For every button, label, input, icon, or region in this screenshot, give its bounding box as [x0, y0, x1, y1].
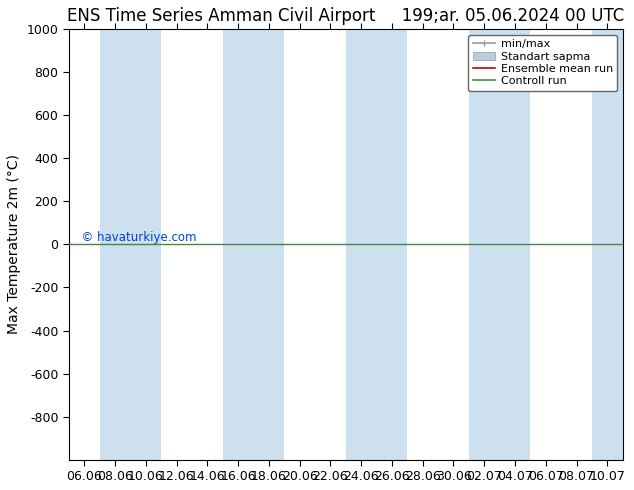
Title: ENS Time Series Amman Civil Airport     199;ar. 05.06.2024 00 UTC: ENS Time Series Amman Civil Airport 199;…: [67, 7, 624, 25]
Legend: min/max, Standart sapma, Ensemble mean run, Controll run: min/max, Standart sapma, Ensemble mean r…: [469, 35, 618, 91]
Y-axis label: Max Temperature 2m (°C): Max Temperature 2m (°C): [7, 154, 21, 335]
Bar: [469, 29, 531, 460]
Bar: [592, 29, 623, 460]
Bar: [346, 29, 407, 460]
Text: © havaturkiye.com: © havaturkiye.com: [74, 231, 197, 245]
Bar: [100, 29, 161, 460]
Bar: [223, 29, 284, 460]
